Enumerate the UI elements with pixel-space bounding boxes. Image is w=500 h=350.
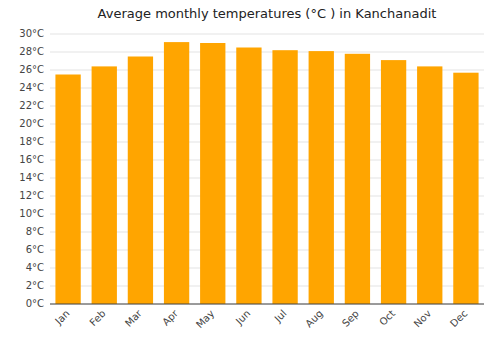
x-tick-label: May: [194, 308, 216, 330]
bar: [236, 48, 261, 305]
bar: [92, 66, 117, 304]
y-tick-label: 2°C: [26, 280, 44, 291]
bar: [55, 75, 80, 305]
x-tick-label: Nov: [412, 308, 434, 330]
x-tick-label: Aug: [303, 308, 325, 330]
bar: [345, 54, 370, 304]
x-axis-line: [50, 304, 484, 305]
x-tick-label: Sep: [340, 308, 361, 329]
x-tick-label: Jan: [52, 308, 71, 327]
x-tick-label: Oct: [377, 308, 397, 328]
x-tick-label: Jul: [272, 308, 289, 325]
y-tick-label: 14°C: [19, 172, 44, 183]
y-tick-label: 18°C: [19, 136, 44, 147]
bar: [128, 57, 153, 305]
bar: [200, 43, 225, 304]
y-tick-label: 26°C: [19, 64, 44, 75]
chart-container: 0°C 2°C 4°C 6°C 8°C 10°C 12°C 14°C 16°C 18°C 20°C 2…: [0, 0, 500, 350]
bars: [55, 42, 478, 304]
bar: [417, 66, 442, 304]
y-tick-label: 22°C: [19, 100, 44, 111]
grid-line: [50, 304, 484, 305]
grid-line: [50, 34, 484, 35]
y-tick-label: 4°C: [26, 262, 44, 273]
y-tick-label: 6°C: [26, 244, 44, 255]
x-tick-label: Dec: [448, 308, 469, 329]
y-tick-label: 12°C: [19, 190, 44, 201]
title: Average monthly temperatures (°C ) in Ka…: [98, 6, 437, 21]
y-tick-label: 24°C: [19, 82, 44, 93]
grid: [50, 34, 484, 304]
bar: [381, 60, 406, 304]
y-tick-label: 28°C: [19, 46, 44, 57]
grid-line: [50, 52, 484, 53]
x-tick-label: Feb: [87, 308, 107, 328]
bar: [309, 51, 334, 304]
y-tick-label: 8°C: [26, 226, 44, 237]
bar: [272, 50, 297, 304]
x-tick-label: Apr: [160, 307, 181, 328]
chart: 0°C 2°C 4°C 6°C 8°C 10°C 12°C 14°C 16°C 18°C 20°C 2…: [0, 0, 500, 350]
y-tick-label: 0°C: [26, 298, 44, 309]
y-tick-label: 16°C: [19, 154, 44, 165]
bar: [164, 42, 189, 304]
x-tick-label: Jun: [233, 308, 253, 328]
bar: [453, 73, 478, 304]
y-tick-label: 30°C: [19, 28, 44, 39]
x-tick-label: Mar: [123, 307, 145, 329]
y-tick-label: 10°C: [19, 208, 44, 219]
y-tick-label: 20°C: [19, 118, 44, 129]
